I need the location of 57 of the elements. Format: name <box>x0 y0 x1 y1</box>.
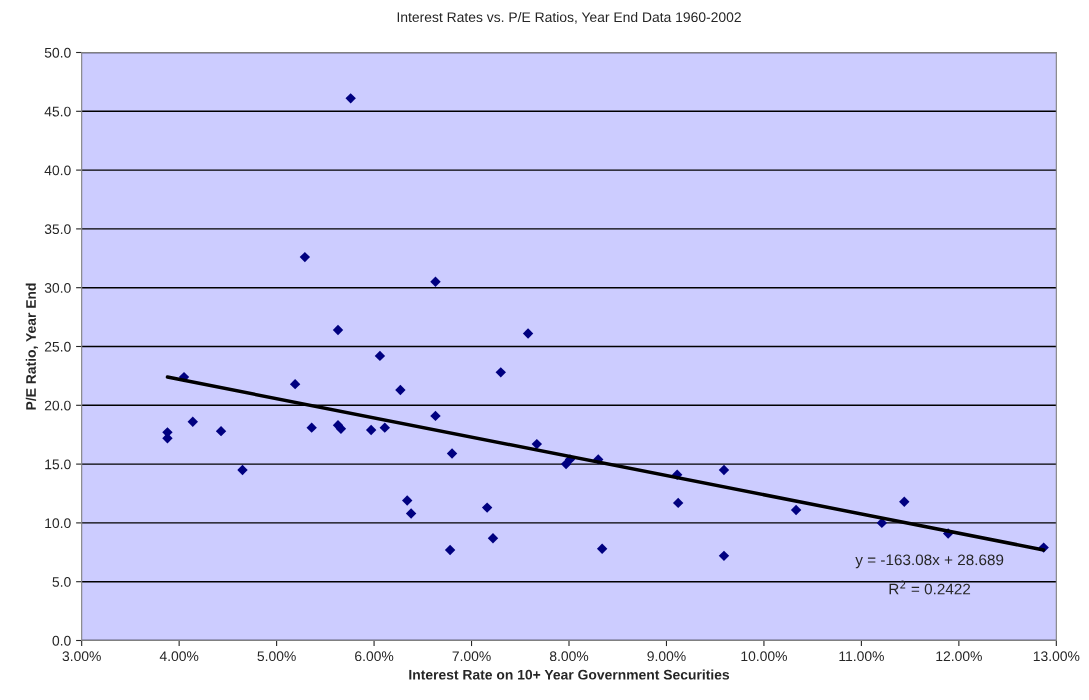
point <box>495 367 506 378</box>
point <box>187 416 198 427</box>
point <box>237 464 248 476</box>
annotation: y = -163.08x + 28.689 <box>855 554 1004 569</box>
x-tick-label: 3.00% <box>62 651 101 662</box>
point <box>345 93 356 104</box>
x-tick-label: 5.00% <box>257 651 296 662</box>
point <box>215 425 227 437</box>
y-axis-title: P/E Ratio, Year End <box>25 283 38 410</box>
y-tick-label: 5.0 <box>52 577 71 587</box>
y-tick-label: 45.0 <box>44 106 71 117</box>
y-tick-label: 35.0 <box>44 224 71 235</box>
point <box>718 464 730 476</box>
point <box>899 496 910 507</box>
annotation: R$^{2}$ = 0.2422 <box>889 580 971 595</box>
point <box>718 550 730 562</box>
y-tick-label: 25.0 <box>44 341 71 352</box>
point <box>299 251 311 263</box>
point <box>332 324 344 336</box>
point <box>405 508 417 519</box>
point <box>446 448 458 459</box>
point <box>531 438 543 450</box>
x-tick-label: 6.00% <box>355 651 394 662</box>
x-tick-label: 9.00% <box>647 651 686 662</box>
x-tick-label: 8.00% <box>549 651 589 662</box>
point <box>672 497 684 509</box>
x-tick-label: 11.00% <box>839 651 884 662</box>
point <box>335 423 347 435</box>
point <box>430 276 441 288</box>
y-tick-label: 0.0 <box>52 635 71 646</box>
point <box>306 422 317 433</box>
point <box>374 350 386 362</box>
y-tick-label: 15.0 <box>45 459 71 470</box>
point <box>522 328 534 339</box>
y-tick-label: 40.0 <box>44 165 71 176</box>
point <box>444 544 456 556</box>
y-tick-label: 30.0 <box>44 283 71 293</box>
point <box>395 384 406 396</box>
x-tick-label: 12.00% <box>936 651 982 662</box>
x-tick-label: 10.00% <box>741 651 787 662</box>
point <box>365 424 377 436</box>
x-axis-title: Interest Rate on 10+ Year Government Securities <box>409 669 730 680</box>
x-tick-label: 13.00% <box>1033 651 1080 662</box>
point <box>289 378 301 390</box>
point <box>596 543 608 554</box>
x-tick-label: 4.00% <box>159 651 199 662</box>
y-tick-label: 10.0 <box>45 518 71 529</box>
y-tick-label: 50.0 <box>44 47 71 58</box>
point <box>430 410 441 422</box>
y-tick-label: 20.0 <box>44 400 71 411</box>
point <box>402 495 413 506</box>
point <box>481 502 493 513</box>
point <box>487 532 499 544</box>
point <box>379 422 390 433</box>
chart-title: Interest Rates vs. P/E Ratios, Year End Data 1960-2002 <box>397 11 741 24</box>
x-tick-label: 7.00% <box>452 651 491 662</box>
point <box>790 504 802 516</box>
